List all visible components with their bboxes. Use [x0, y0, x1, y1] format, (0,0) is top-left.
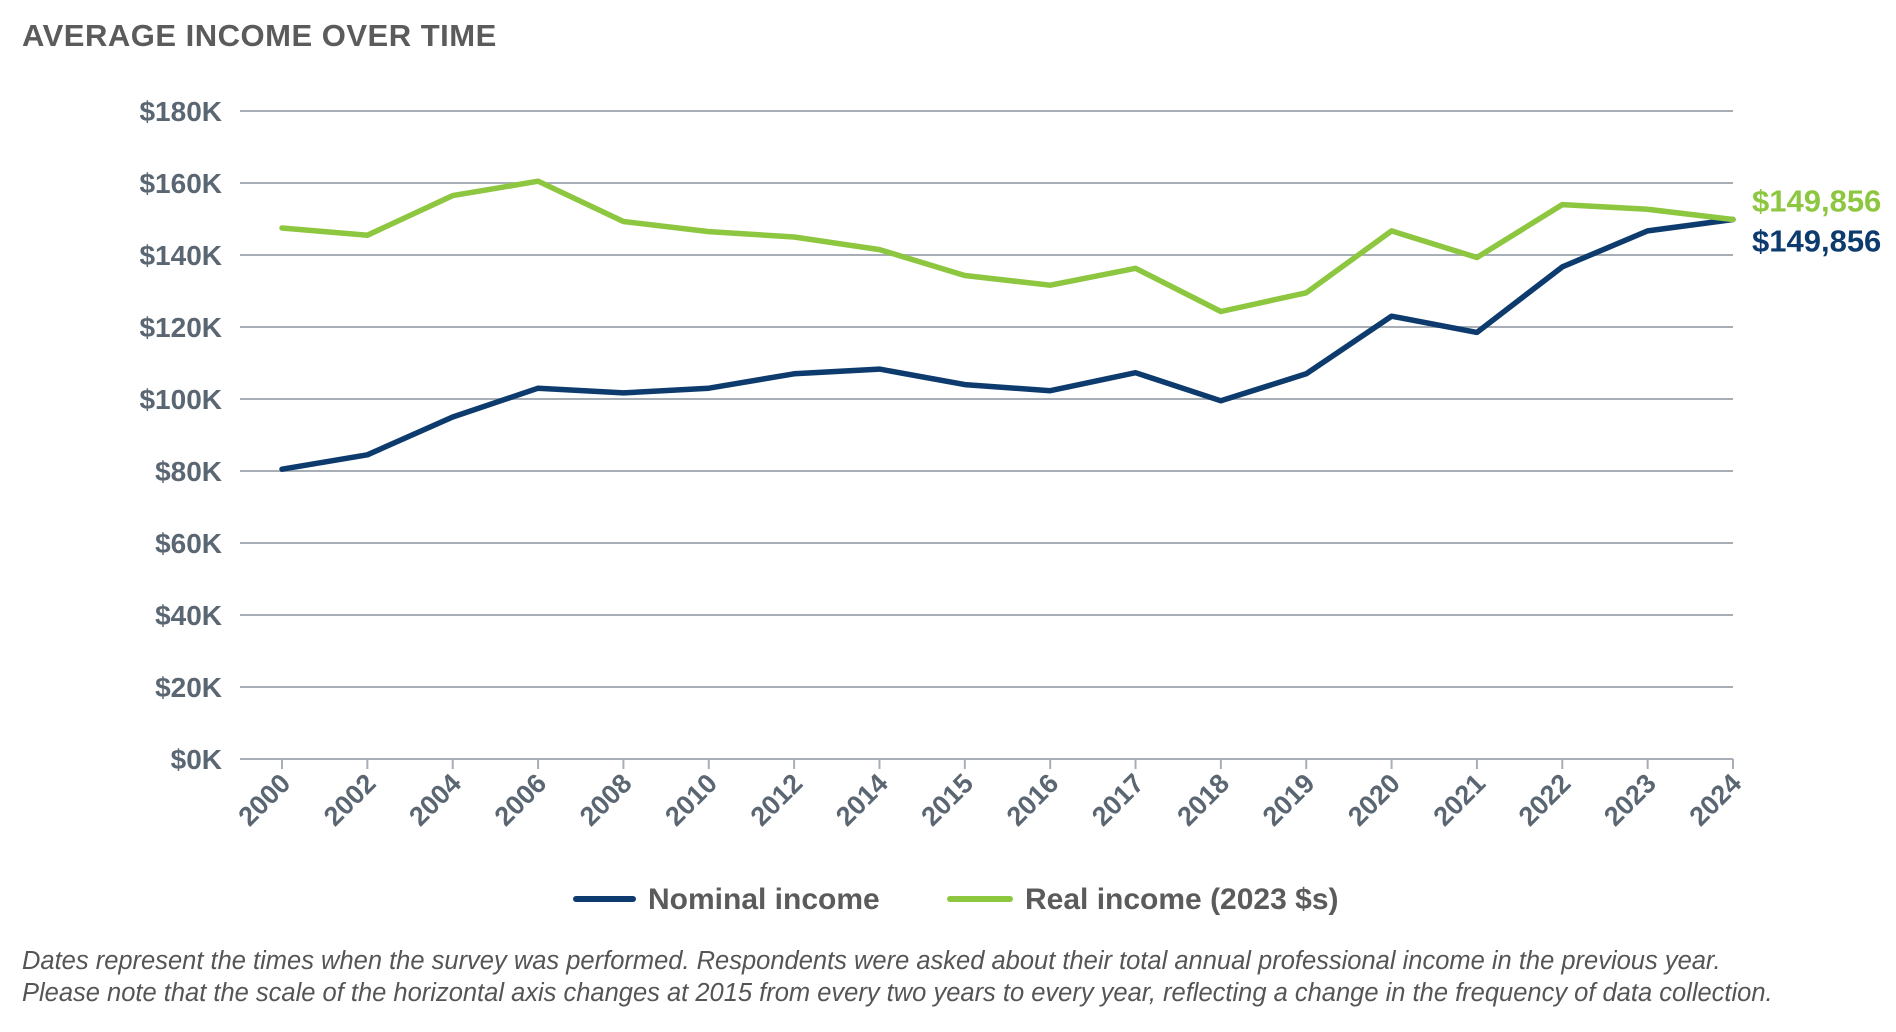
y-tick-label: $20K	[155, 672, 222, 703]
y-tick-label: $100K	[139, 384, 222, 415]
x-tick-label: 2019	[1257, 768, 1321, 832]
x-tick-label: 2023	[1598, 768, 1662, 832]
y-tick-label: $180K	[139, 96, 222, 127]
end-label-real: $149,856	[1752, 184, 1881, 219]
y-tick-label: $40K	[155, 600, 222, 631]
y-tick-label: $0K	[171, 744, 222, 775]
x-tick-label: 2020	[1342, 768, 1406, 832]
x-tick-label: 2014	[830, 768, 894, 832]
x-tick-label: 2022	[1513, 768, 1577, 832]
y-tick-label: $120K	[139, 312, 222, 343]
x-tick-label: 2012	[745, 768, 809, 832]
x-axis-tick-labels: 2000 2002 2004 2006 2008 2010 2012 2014 2015 2016…	[233, 768, 1748, 832]
footnote: Dates represent the times when the surve…	[22, 945, 1882, 1009]
x-tick-label: 2006	[489, 768, 553, 832]
y-tick-label: $80K	[155, 456, 222, 487]
end-label-nominal: $149,856	[1752, 224, 1881, 259]
x-tick-label: 2002	[318, 768, 382, 832]
y-axis-tick-labels: $0K $20K $40K $60K $80K $100K $120K $140K $160K $…	[139, 96, 222, 775]
y-tick-label: $140K	[139, 240, 222, 271]
line-chart: $0K $20K $40K $60K $80K $100K $120K $140K $160K $…	[139, 96, 1881, 916]
x-tick-label: 2018	[1171, 768, 1235, 832]
legend-item-real-label: Real income (2023 $s)	[1025, 883, 1339, 916]
chart-title: AVERAGE INCOME OVER TIME	[22, 18, 497, 53]
series-line-nominal	[279, 216, 1736, 472]
legend: Nominal income Real income (2023 $s)	[573, 883, 1339, 916]
end-value-labels: $149,856 $149,856	[1752, 184, 1881, 259]
x-tick-label: 2010	[659, 768, 723, 832]
legend-item-nominal-label: Nominal income	[648, 883, 880, 916]
series-lines	[279, 178, 1736, 472]
series-line-real	[279, 178, 1736, 315]
gridlines	[240, 110, 1733, 760]
x-tick-label: 2024	[1684, 768, 1748, 832]
y-tick-label: $160K	[139, 168, 222, 199]
x-axis-ticks	[281, 759, 1734, 769]
y-tick-label: $60K	[155, 528, 222, 559]
x-tick-label: 2017	[1086, 768, 1150, 832]
x-tick-label: 2016	[1001, 768, 1065, 832]
x-tick-label: 2004	[403, 768, 467, 832]
footnote-line-2: Please note that the scale of the horizo…	[22, 979, 1773, 1007]
x-tick-label: 2021	[1427, 768, 1491, 832]
x-tick-label: 2000	[233, 768, 297, 832]
footnote-line-1: Dates represent the times when the surve…	[22, 947, 1721, 975]
x-tick-label: 2015	[915, 768, 979, 832]
x-tick-label: 2008	[574, 768, 638, 832]
